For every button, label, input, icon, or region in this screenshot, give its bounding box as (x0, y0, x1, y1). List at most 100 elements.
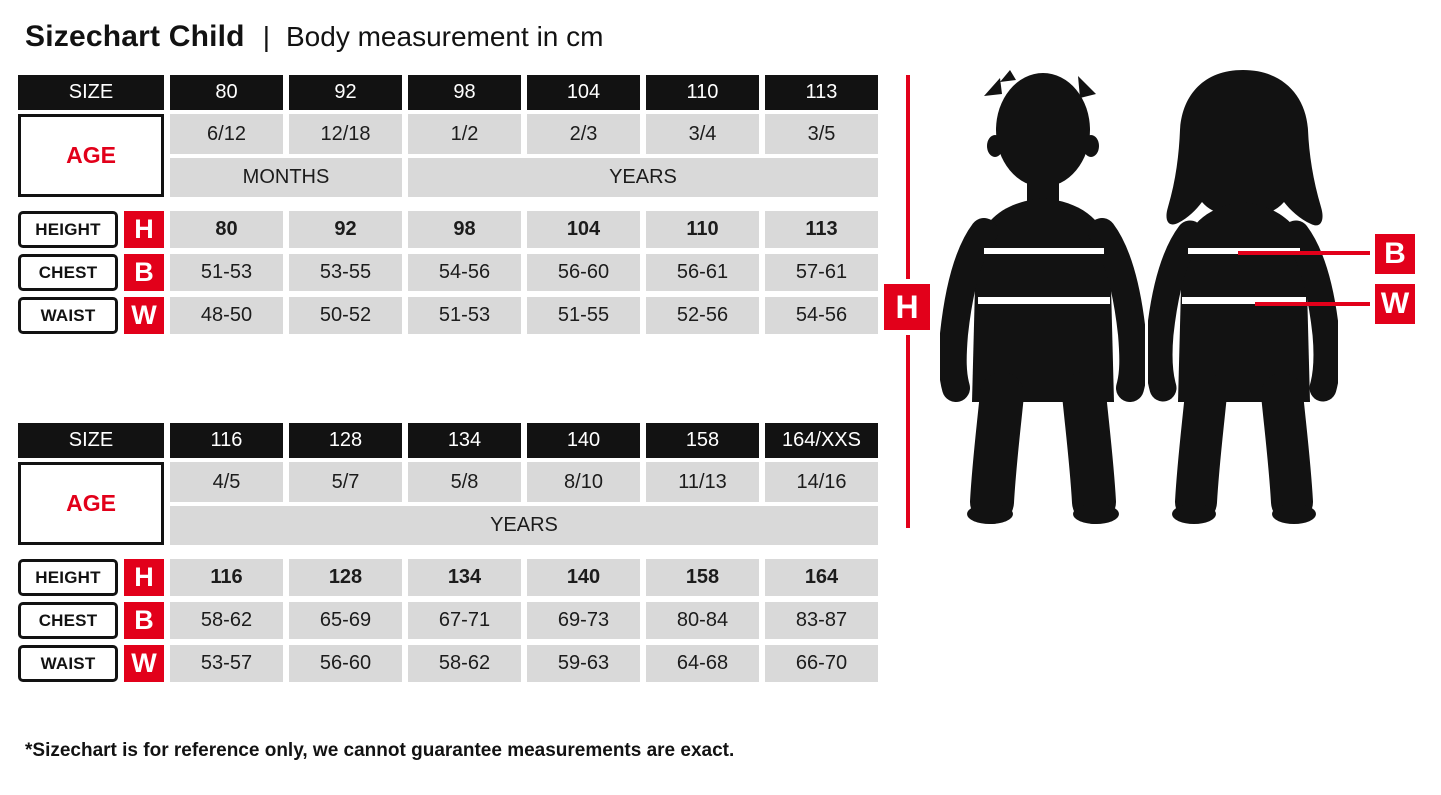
waist-measure-line (1255, 302, 1372, 306)
size-col-header: 98 (408, 75, 521, 110)
height-value: 113 (765, 211, 878, 248)
age-label-box: AGE (18, 114, 164, 197)
height-value: 110 (646, 211, 759, 248)
size-col-header: 104 (527, 75, 640, 110)
chest-value: 65-69 (289, 602, 402, 639)
tables-column: SIZE 80 92 98 104 110 113 AGE 6/12 12/18… (18, 75, 880, 682)
age-value: 12/18 (289, 114, 402, 154)
size-table-large-body: HEIGHT H 116 128 134 140 158 164 CHEST B… (18, 559, 880, 682)
height-marker-badge: H (879, 279, 935, 335)
waist-marker-badge: W (1370, 279, 1420, 329)
row-label-chest: CHEST (18, 254, 118, 291)
size-col-header: 110 (646, 75, 759, 110)
chest-value: 80-84 (646, 602, 759, 639)
age-value: 4/5 (170, 462, 283, 502)
waist-value: 50-52 (289, 297, 402, 334)
row-label-waist: WAIST (18, 645, 118, 682)
row-label-height: HEIGHT (18, 211, 118, 248)
height-value: 164 (765, 559, 878, 596)
size-col-header: 113 (765, 75, 878, 110)
chest-value: 53-55 (289, 254, 402, 291)
waist-value: 53-57 (170, 645, 283, 682)
age-value: 3/4 (646, 114, 759, 154)
title-separator: | (262, 21, 270, 52)
chest-value: 54-56 (408, 254, 521, 291)
waist-letter-badge: W (124, 297, 164, 334)
waist-value: 51-53 (408, 297, 521, 334)
chest-value: 67-71 (408, 602, 521, 639)
boy-chest-line (984, 248, 1104, 254)
girl-silhouette-icon (1148, 70, 1338, 524)
waist-value: 54-56 (765, 297, 878, 334)
page-title: Sizechart Child (25, 20, 245, 53)
height-value: 80 (170, 211, 283, 248)
size-col-header: 158 (646, 423, 759, 458)
age-value: 5/8 (408, 462, 521, 502)
age-value: 14/16 (765, 462, 878, 502)
header: Sizechart Child | Body measurement in cm (25, 20, 603, 54)
height-value: 104 (527, 211, 640, 248)
height-value: 140 (527, 559, 640, 596)
size-table-large: SIZE 116 128 134 140 158 164/XXS AGE 4/5… (18, 423, 880, 682)
age-value: 5/7 (289, 462, 402, 502)
size-table-small-head: SIZE 80 92 98 104 110 113 AGE 6/12 12/18… (18, 75, 880, 197)
page-subtitle: Body measurement in cm (286, 21, 604, 52)
boy-waist-line (978, 297, 1110, 304)
chest-value: 57-61 (765, 254, 878, 291)
waist-value: 59-63 (527, 645, 640, 682)
height-value: 92 (289, 211, 402, 248)
waist-value: 58-62 (408, 645, 521, 682)
age-unit-months: MONTHS (170, 158, 402, 197)
age-unit-years: YEARS (408, 158, 878, 197)
age-value: 1/2 (408, 114, 521, 154)
chest-value: 58-62 (170, 602, 283, 639)
size-header-label: SIZE (18, 423, 164, 458)
chest-value: 69-73 (527, 602, 640, 639)
chest-value: 83-87 (765, 602, 878, 639)
disclaimer-text: *Sizechart is for reference only, we can… (25, 740, 735, 761)
waist-value: 64-68 (646, 645, 759, 682)
age-value: 8/10 (527, 462, 640, 502)
waist-value: 48-50 (170, 297, 283, 334)
size-col-header: 92 (289, 75, 402, 110)
height-value: 158 (646, 559, 759, 596)
size-table-large-head: SIZE 116 128 134 140 158 164/XXS AGE 4/5… (18, 423, 880, 545)
boy-silhouette-icon (940, 70, 1145, 524)
chest-letter-badge: B (124, 602, 164, 639)
row-label-height: HEIGHT (18, 559, 118, 596)
height-value: 98 (408, 211, 521, 248)
chest-value: 56-60 (527, 254, 640, 291)
size-table-small: SIZE 80 92 98 104 110 113 AGE 6/12 12/18… (18, 75, 880, 334)
size-col-header: 80 (170, 75, 283, 110)
size-table-small-body: HEIGHT H 80 92 98 104 110 113 CHEST B 51… (18, 211, 880, 334)
row-label-chest: CHEST (18, 602, 118, 639)
age-label-box: AGE (18, 462, 164, 545)
size-header-label: SIZE (18, 75, 164, 110)
height-value: 134 (408, 559, 521, 596)
size-col-header: 116 (170, 423, 283, 458)
waist-letter-badge: W (124, 645, 164, 682)
chest-letter-badge: B (124, 254, 164, 291)
age-value: 3/5 (765, 114, 878, 154)
age-value: 2/3 (527, 114, 640, 154)
height-value: 116 (170, 559, 283, 596)
waist-value: 52-56 (646, 297, 759, 334)
age-unit-years: YEARS (170, 506, 878, 545)
waist-value: 51-55 (527, 297, 640, 334)
waist-value: 56-60 (289, 645, 402, 682)
age-value: 11/13 (646, 462, 759, 502)
chest-marker-badge: B (1370, 229, 1420, 279)
row-label-waist: WAIST (18, 297, 118, 334)
waist-value: 66-70 (765, 645, 878, 682)
chest-value: 51-53 (170, 254, 283, 291)
size-col-header: 140 (527, 423, 640, 458)
age-value: 6/12 (170, 114, 283, 154)
height-letter-badge: H (124, 211, 164, 248)
height-value: 128 (289, 559, 402, 596)
chest-value: 56-61 (646, 254, 759, 291)
girl-waist-line (1182, 297, 1306, 304)
height-letter-badge: H (124, 559, 164, 596)
size-col-header: 134 (408, 423, 521, 458)
chest-measure-line (1238, 251, 1372, 255)
